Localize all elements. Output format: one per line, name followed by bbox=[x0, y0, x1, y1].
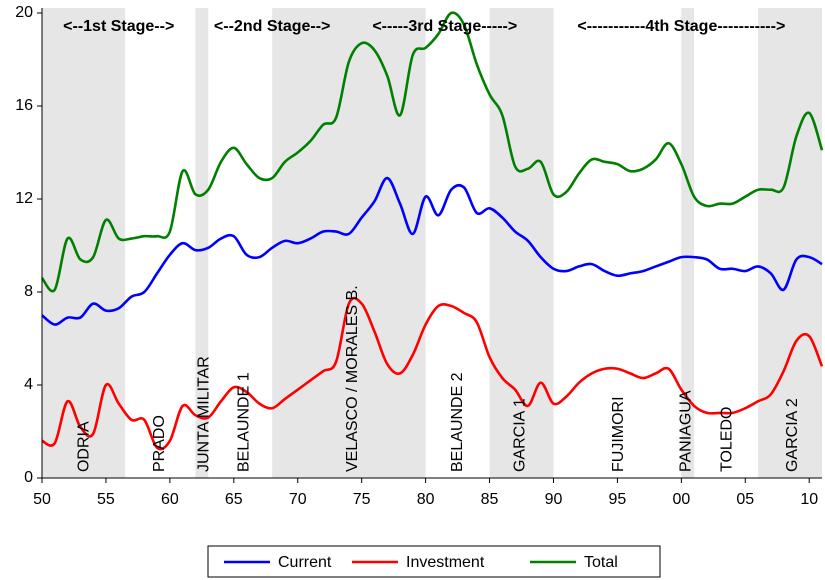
shaded-period bbox=[42, 8, 126, 478]
y-tick-label: 12 bbox=[15, 190, 33, 207]
legend-box bbox=[207, 545, 661, 578]
x-tick-label: 60 bbox=[161, 491, 179, 508]
x-tick-label: 05 bbox=[736, 491, 754, 508]
shade-layer bbox=[42, 8, 822, 478]
x-tick-label: 90 bbox=[545, 491, 563, 508]
annotation-layer: <--1st Stage--> <--2nd Stage--> <-----3rd … bbox=[63, 18, 801, 472]
x-tick-label: 95 bbox=[609, 491, 627, 508]
y-tick-label: 16 bbox=[15, 97, 33, 114]
x-tick-label: 00 bbox=[672, 491, 690, 508]
x-tick-label: 85 bbox=[481, 491, 499, 508]
series-line bbox=[41, 176, 823, 326]
shaded-period bbox=[758, 8, 822, 478]
stage-label: <--1st Stage--> bbox=[63, 18, 174, 35]
shaded-period bbox=[195, 8, 209, 478]
government-label: FUJIMORI bbox=[610, 396, 627, 472]
government-label: BELAUNDE 1 bbox=[235, 372, 252, 472]
legend-label: Investment bbox=[406, 554, 485, 571]
x-tick-label: 55 bbox=[97, 491, 115, 508]
lines-layer bbox=[40, 11, 824, 451]
x-tick-label: 75 bbox=[353, 491, 371, 508]
government-label: JUNTA MILITAR bbox=[196, 356, 213, 472]
legend-label: Total bbox=[584, 554, 618, 571]
x-tick-label: 50 bbox=[33, 491, 51, 508]
y-tick-label: 20 bbox=[15, 4, 33, 21]
y-tick-label: 8 bbox=[24, 283, 33, 300]
government-label: BELAUNDE 2 bbox=[449, 372, 466, 472]
government-label: PRADO bbox=[151, 415, 168, 472]
shaded-period bbox=[681, 8, 695, 478]
legend: Current Investment Total bbox=[224, 554, 618, 571]
government-label: PANIAGUA bbox=[678, 390, 695, 472]
y-tick-label: 4 bbox=[24, 376, 33, 393]
stage-label: <-----3rd Stage-----> bbox=[372, 18, 517, 35]
axes-layer: 0 4 8 12 16 20 50 55 60 65 70 75 80 85 90 95 00 05 10 bbox=[15, 4, 822, 508]
government-label: VELASCO / MORALES B. bbox=[344, 285, 361, 472]
series-line bbox=[40, 11, 824, 293]
government-label: GARCIA 2 bbox=[784, 398, 801, 472]
x-tick-label: 10 bbox=[800, 491, 818, 508]
stage-label: <--2nd Stage--> bbox=[214, 18, 330, 35]
y-tick-label: 0 bbox=[24, 469, 33, 486]
legend-label: Current bbox=[278, 554, 332, 571]
stage-label: <-----------4th Stage-----------> bbox=[577, 18, 785, 35]
government-label: ODRIA bbox=[75, 421, 92, 472]
x-tick-label: 80 bbox=[417, 491, 435, 508]
x-tick-label: 65 bbox=[225, 491, 243, 508]
government-label: GARCIA 1 bbox=[511, 398, 528, 472]
government-label: TOLEDO bbox=[719, 407, 736, 473]
series-line bbox=[41, 296, 824, 451]
x-tick-label: 70 bbox=[289, 491, 307, 508]
